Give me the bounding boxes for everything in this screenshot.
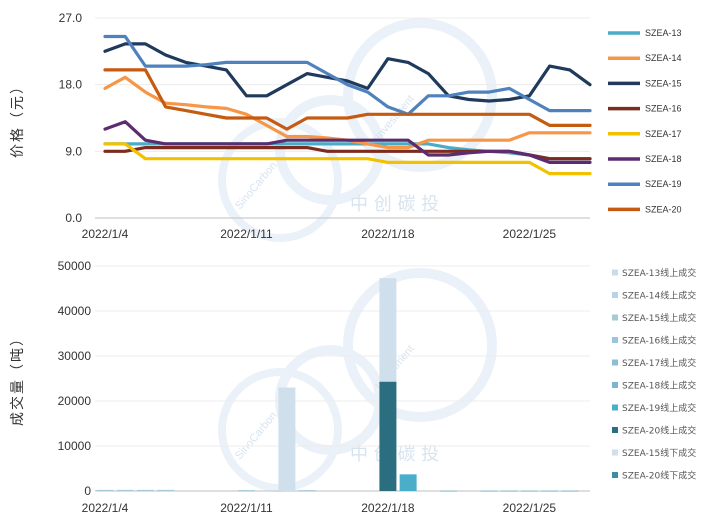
line-y-tick-label: 27.0	[59, 11, 83, 25]
bar-legend-swatch-2	[612, 314, 618, 321]
legend-label-szea-14: SZEA-14	[645, 53, 682, 63]
bar-legend-swatch-6	[612, 404, 618, 411]
bar-y-tick-label: 0	[84, 484, 91, 498]
series-line-szea-20	[103, 68, 592, 131]
bar-szea-20-14	[379, 381, 397, 491]
bar-chart-legend: SZEA-13线上成交 SZEA-14线上成交 SZEA-15线上成交 SZEA-16…	[612, 267, 696, 482]
line-chart-y-label: 价格（元）	[10, 78, 26, 158]
bar-szea-15-23	[561, 490, 579, 492]
bar-x-tick-label: 2022/1/4	[82, 501, 129, 515]
line-chart-series	[103, 34, 592, 176]
bar-szea-15-3	[157, 489, 175, 492]
legend-label-szea-19: SZEA-19	[645, 179, 682, 189]
line-y-tick-label: 18.0	[59, 78, 83, 92]
bar-legend-swatch-0	[612, 269, 618, 276]
bar-chart-x-ticks: 2022/1/4 2022/1/11 2022/1/18 2022/1/25	[82, 501, 557, 515]
bar-legend-swatch-9	[612, 472, 618, 478]
bar-legend-swatch-8	[612, 449, 618, 456]
bar-chart-y-label: 成交量（吨）	[9, 330, 26, 426]
bar-legend-label-6: SZEA-19线上成交	[622, 402, 696, 414]
bar-szea-19-15	[399, 474, 417, 491]
bar-szea-15-1	[116, 489, 134, 492]
watermark-logo: SinoCarbon Investment 中 创 碳 投 SinoCarbon…	[218, 18, 497, 492]
bar-szea-15-0	[96, 489, 114, 492]
bar-szea-15-22	[541, 490, 559, 492]
bar-szea-15-9	[278, 387, 296, 491]
bar-legend-label-3: SZEA-16线上成交	[622, 335, 696, 347]
line-x-tick-label: 2022/1/18	[361, 227, 415, 241]
bar-legend-label-5: SZEA-18线上成交	[622, 380, 696, 392]
bar-x-tick-label: 2022/1/11	[220, 501, 273, 515]
legend-label-szea-17: SZEA-17	[645, 129, 682, 139]
bar-y-tick-label: 10000	[58, 439, 92, 453]
bar-legend-label-0: SZEA-13线上成交	[622, 267, 696, 279]
bar-legend-swatch-1	[612, 292, 618, 298]
line-x-tick-label: 2022/1/11	[220, 227, 273, 241]
line-chart-y-ticks: 27.0 18.0 9.0 0.0	[59, 11, 83, 225]
bar-legend-label-2: SZEA-15线上成交	[622, 312, 696, 324]
svg-text:SinoCarbon: SinoCarbon	[233, 410, 280, 462]
bar-y-tick-label: 50000	[58, 259, 92, 273]
bar-szea-15-19	[480, 490, 498, 492]
bar-szea-15-2	[136, 489, 154, 492]
bar-x-tick-label: 2022/1/25	[503, 501, 557, 515]
series-line-szea-15	[103, 42, 592, 103]
bar-y-tick-label: 40000	[58, 304, 92, 318]
line-chart-x-ticks: 2022/1/4 2022/1/11 2022/1/18 2022/1/25	[82, 227, 557, 241]
bar-legend-swatch-7	[612, 427, 618, 433]
bar-legend-swatch-4	[612, 359, 618, 366]
bar-szea-15-14	[379, 278, 397, 382]
series-line-szea-19	[103, 34, 592, 116]
bar-szea-15-21	[520, 490, 538, 492]
bar-szea-15-20	[500, 490, 518, 492]
bar-legend-label-8: SZEA-15线下成交	[622, 447, 696, 459]
bar-y-tick-label: 20000	[58, 394, 92, 408]
bar-legend-swatch-5	[612, 382, 618, 388]
line-y-tick-label: 0.0	[65, 211, 82, 225]
line-y-tick-label: 9.0	[65, 144, 82, 158]
legend-label-szea-20: SZEA-20	[645, 204, 682, 214]
series-line-szea-17	[103, 142, 592, 176]
line-chart-legend: SZEA-13 SZEA-14 SZEA-15 SZEA-16 SZEA-17 SZEA-…	[608, 28, 682, 214]
legend-label-szea-13: SZEA-13	[645, 28, 682, 38]
bar-szea-15-10	[298, 490, 316, 492]
bar-y-tick-label: 30000	[58, 349, 92, 363]
bar-chart-gridlines	[95, 265, 590, 492]
bar-legend-swatch-3	[612, 337, 618, 343]
bar-legend-label-1: SZEA-14线上成交	[622, 290, 696, 302]
bar-szea-15-17	[440, 490, 458, 492]
bar-chart-y-ticks: 50000 40000 30000 20000 10000 0	[58, 259, 92, 498]
legend-label-szea-15: SZEA-15	[645, 78, 682, 88]
line-x-tick-label: 2022/1/4	[82, 227, 129, 241]
legend-label-szea-18: SZEA-18	[645, 154, 682, 164]
legend-label-szea-16: SZEA-16	[645, 104, 682, 114]
bar-chart-bars	[96, 278, 579, 492]
svg-text:SinoCarbon: SinoCarbon	[233, 160, 280, 212]
svg-text:中 创 碳 投: 中 创 碳 投	[350, 194, 439, 215]
bar-legend-label-9: SZEA-20线下成交	[622, 470, 696, 482]
series-line-szea-18	[103, 120, 592, 164]
bar-szea-15-7	[237, 490, 255, 492]
bar-legend-label-4: SZEA-17线上成交	[622, 357, 696, 369]
bar-x-tick-label: 2022/1/18	[361, 501, 415, 515]
bar-legend-label-7: SZEA-20线上成交	[622, 425, 696, 437]
line-x-tick-label: 2022/1/25	[503, 227, 557, 241]
